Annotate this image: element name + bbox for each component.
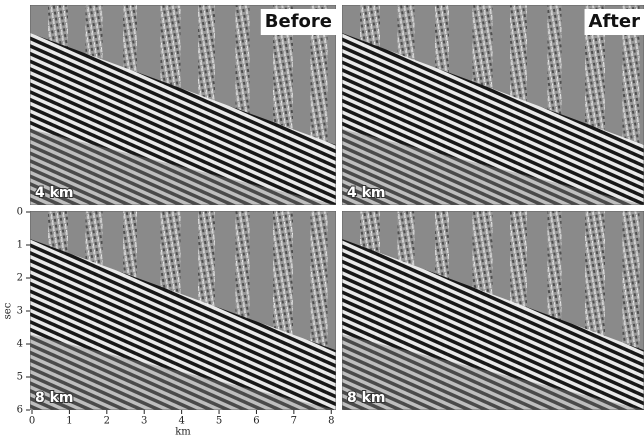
x-tick-label: 6 — [253, 416, 259, 427]
panel — [30, 5, 336, 205]
x-tick-label: 4 — [178, 416, 184, 427]
y-tick-label: 6 — [17, 405, 23, 416]
reflection-events — [30, 239, 336, 410]
y-tick-label: 2 — [17, 273, 23, 284]
reflection-fade — [30, 334, 336, 410]
panel-tag: Before — [265, 11, 332, 32]
x-tick-label: 7 — [291, 416, 297, 427]
y-tick-label: 1 — [17, 240, 23, 251]
corner-label: 4 km — [35, 185, 74, 201]
tag-box — [260, 9, 336, 35]
x-tick-label: 1 — [66, 416, 72, 427]
reflection-fade — [342, 334, 644, 410]
x-tick-label: 2 — [104, 416, 110, 427]
tag-box — [584, 9, 644, 35]
panel — [342, 211, 644, 410]
panel-tag: After — [589, 11, 641, 32]
reflection-fade — [342, 129, 644, 205]
x-tick-label: 0 — [29, 416, 35, 427]
y-axis-label: sec — [3, 302, 14, 319]
x-axis-label: km — [175, 427, 191, 437]
corner-label: 8 km — [35, 390, 74, 406]
corner-label: 4 km — [347, 185, 386, 201]
y-tick-label: 0 — [17, 207, 23, 218]
y-tick-label: 5 — [17, 372, 23, 383]
reflection-events — [30, 33, 336, 205]
x-tick-label: 8 — [328, 416, 334, 427]
panel — [342, 5, 644, 205]
reflection-events — [342, 33, 644, 205]
reflection-fade — [30, 129, 336, 205]
panel — [30, 211, 336, 410]
x-tick-label: 5 — [216, 416, 222, 427]
reflection-events — [342, 239, 644, 410]
corner-label: 8 km — [347, 390, 386, 406]
x-tick-label: 3 — [141, 416, 147, 427]
y-tick-label: 4 — [17, 339, 23, 350]
y-tick-label: 3 — [17, 306, 23, 317]
